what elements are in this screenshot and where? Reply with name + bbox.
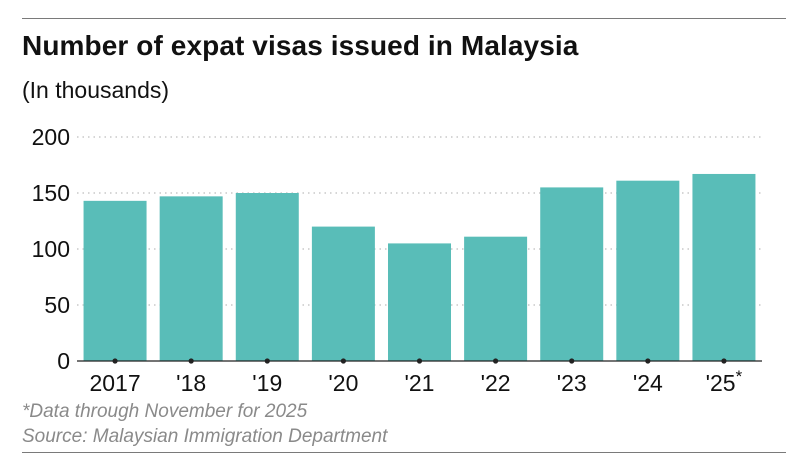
bars — [83, 173, 756, 361]
x-tick-dot — [721, 358, 727, 364]
y-tick-label: 0 — [57, 348, 70, 374]
bar — [464, 236, 528, 361]
x-tick-label: '19 — [252, 370, 282, 396]
x-tick-dot — [416, 358, 423, 364]
x-tick-label: '24 — [633, 370, 663, 396]
y-tick-label: 100 — [32, 236, 70, 262]
x-tick-dot — [645, 358, 651, 364]
top-rule — [22, 18, 786, 19]
bar — [235, 193, 299, 361]
x-tick-dot — [188, 358, 194, 364]
y-tick-label: 200 — [32, 124, 70, 150]
x-tick-label: '23 — [557, 370, 587, 396]
y-axis-ticks: 0 50 100 150 200 — [32, 124, 70, 374]
x-tick-dot — [493, 358, 499, 364]
bottom-rule — [22, 452, 786, 453]
footnote: *Data through November for 2025 — [22, 401, 308, 422]
bar — [388, 243, 451, 361]
footnote-marker: * — [736, 367, 743, 386]
x-tick-label: '21 — [405, 370, 435, 396]
chart-title: Number of expat visas issued in Malaysia — [22, 30, 579, 61]
source-note: Source: Malaysian Immigration Department — [22, 426, 388, 447]
x-tick-dot — [340, 358, 346, 364]
bar — [692, 173, 756, 361]
bar — [616, 180, 680, 361]
x-axis-ticks: 2017 '18 '19 '20 '21 '22 '23 '24 '25* — [89, 358, 743, 396]
y-tick-label: 50 — [44, 292, 70, 318]
x-tick-dot — [264, 358, 270, 364]
x-tick-label: '25* — [706, 367, 743, 396]
bar — [540, 187, 604, 361]
y-tick-label: 150 — [32, 180, 70, 206]
x-tick-label: '22 — [481, 370, 511, 396]
bar — [159, 196, 223, 361]
chart-subtitle: (In thousands) — [22, 77, 170, 103]
x-tick-label: 2017 — [89, 370, 140, 396]
bar — [311, 226, 375, 361]
x-tick-dot — [569, 358, 575, 364]
x-tick-label: '20 — [328, 370, 358, 396]
x-tick-label: '18 — [176, 370, 206, 396]
x-tick-dot — [112, 358, 118, 364]
bar — [83, 200, 147, 361]
